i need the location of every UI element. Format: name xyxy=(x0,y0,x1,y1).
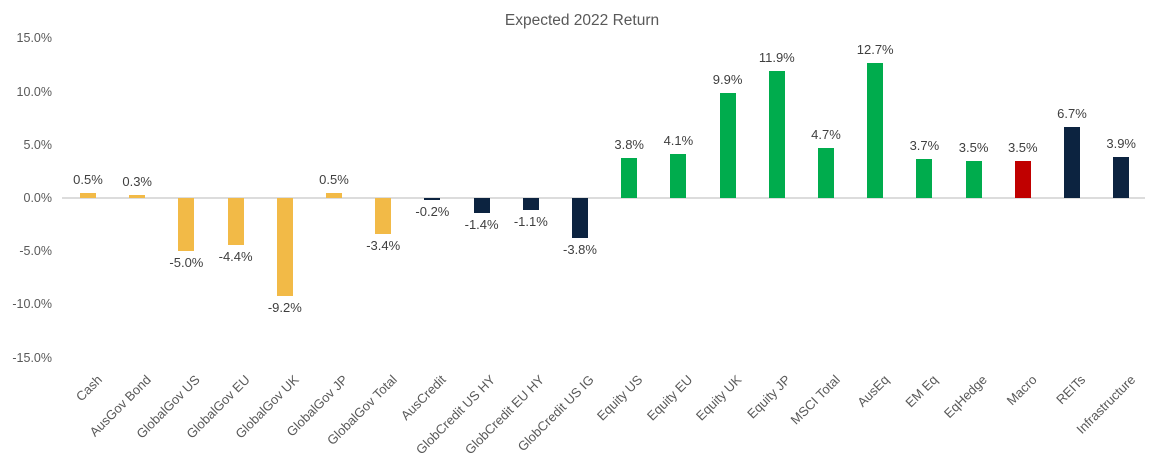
bar-globcredit-eu-hy xyxy=(522,198,539,210)
value-label-equity-jp: 11.9% xyxy=(758,50,795,66)
value-label-globcredit-us-ig: -3.8% xyxy=(563,242,597,258)
category-label-equity-jp: Equity JP xyxy=(743,372,794,422)
y-axis-tick-label: 5.0% xyxy=(23,137,53,152)
bar-auscredit xyxy=(424,198,441,201)
y-axis-tick-label: 15.0% xyxy=(16,31,52,46)
value-label-globalgov-uk: -9.2% xyxy=(267,299,302,315)
y-axis-tick-label: 10.0% xyxy=(16,84,52,99)
value-label-equity-us: 3.8% xyxy=(614,136,644,152)
value-label-globcredit-us-hy: -1.4% xyxy=(464,216,499,232)
bar-equity-jp xyxy=(768,71,785,198)
category-label-eqhedge: EqHedge xyxy=(941,372,991,421)
y-axis-tick-label: -10.0% xyxy=(12,297,52,312)
value-label-auscredit: -0.2% xyxy=(415,204,450,220)
y-axis-tick-label: -5.0% xyxy=(19,244,52,259)
category-label-msci-total: MSCI Total xyxy=(787,372,843,428)
bar-equity-eu xyxy=(670,154,687,198)
bar-eqhedge xyxy=(965,160,982,198)
value-label-globalgov-jp: 0.5% xyxy=(319,171,349,187)
value-label-auseq: 12.7% xyxy=(856,41,894,57)
bar-msci-total xyxy=(818,147,834,198)
bar-ausgov-bond xyxy=(129,194,146,198)
y-axis-tick-label: -15.0% xyxy=(12,350,52,365)
category-label-equity-us: Equity US xyxy=(594,372,646,424)
value-label-globcredit-eu-hy: -1.1% xyxy=(513,213,548,229)
category-label-reits: REITs xyxy=(1053,372,1089,408)
value-label-ausgov-bond: 0.3% xyxy=(122,173,152,189)
bar-macro xyxy=(1014,160,1031,198)
value-label-msci-total: 4.7% xyxy=(811,126,841,142)
value-label-cash: 0.5% xyxy=(73,171,103,187)
bar-em-eq xyxy=(916,158,933,198)
value-label-equity-uk: 9.9% xyxy=(712,71,743,87)
bar-globcredit-us-ig xyxy=(572,198,588,239)
bar-cash xyxy=(80,192,96,198)
y-axis-tick-label: 0.0% xyxy=(23,191,53,205)
bar-infrastructure xyxy=(1113,156,1130,198)
value-label-infrastructure: 3.9% xyxy=(1106,135,1136,151)
category-label-cash: Cash xyxy=(72,372,105,405)
category-label-auseq: AusEq xyxy=(854,372,892,410)
chart-title: Expected 2022 Return xyxy=(504,12,660,29)
category-label-em-eq: EM Eq xyxy=(902,372,942,411)
value-label-globalgov-us: -5.0% xyxy=(169,255,204,271)
value-label-eqhedge: 3.5% xyxy=(958,139,989,155)
bar-globalgov-us xyxy=(178,198,195,252)
bar-equity-uk xyxy=(719,92,736,198)
zero-axis-line xyxy=(62,197,1145,199)
bar-reits xyxy=(1064,126,1080,198)
value-label-globalgov-eu: -4.4% xyxy=(218,248,253,264)
value-label-globalgov-total: -3.4% xyxy=(366,238,401,254)
bar-auseq xyxy=(867,62,884,198)
value-label-macro: 3.5% xyxy=(1007,139,1038,155)
bar-globcredit-us-hy xyxy=(473,198,490,213)
category-label-equity-eu: Equity EU xyxy=(643,372,696,424)
category-label-auscredit: AusCredit xyxy=(398,372,450,423)
value-label-reits: 6.7% xyxy=(1057,105,1087,121)
bar-equity-us xyxy=(621,157,638,198)
value-label-em-eq: 3.7% xyxy=(909,137,940,153)
category-label-equity-uk: Equity UK xyxy=(692,372,745,424)
bar-globalgov-total xyxy=(375,198,392,235)
bar-globalgov-eu xyxy=(227,198,244,245)
category-label-macro: Macro xyxy=(1003,372,1040,409)
bar-globalgov-jp xyxy=(326,192,342,198)
value-label-equity-eu: 4.1% xyxy=(663,133,694,149)
bar-globalgov-uk xyxy=(276,198,293,296)
